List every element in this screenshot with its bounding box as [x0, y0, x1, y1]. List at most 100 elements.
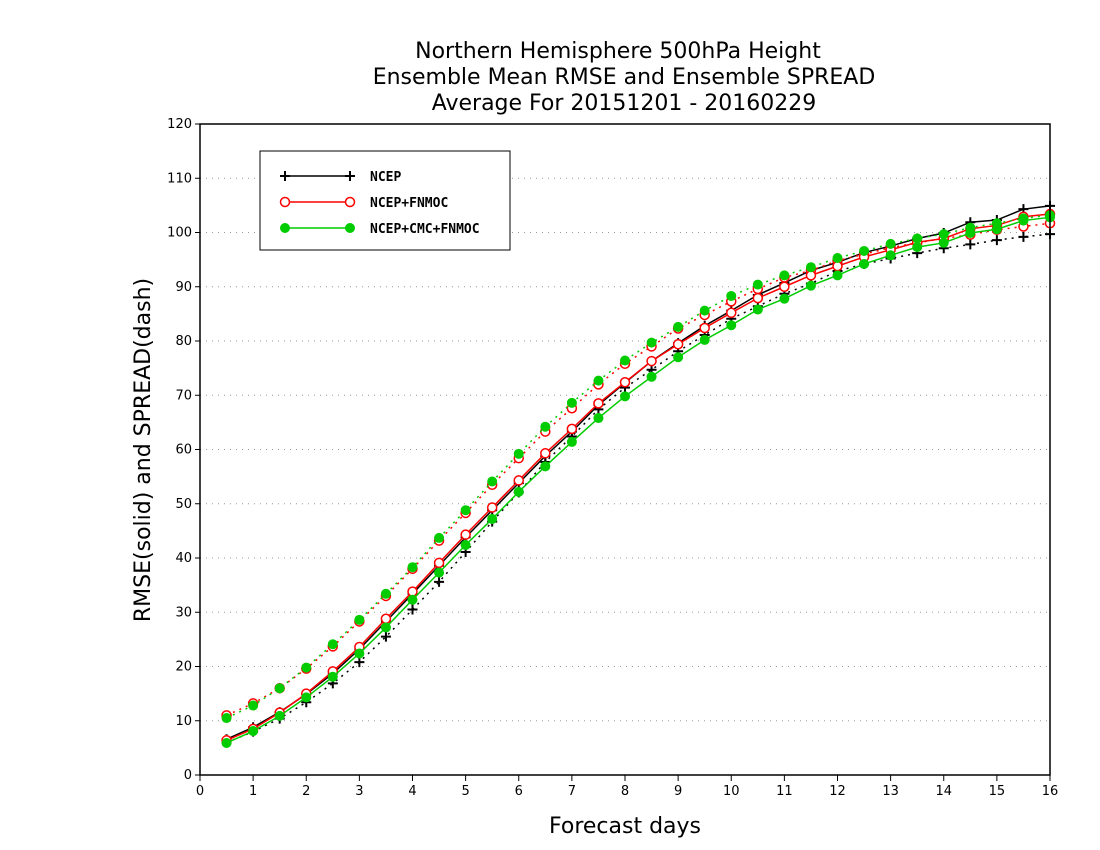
- rmse-point: [991, 224, 1002, 235]
- spread-line: [226, 214, 1051, 719]
- rmse-point: [779, 281, 790, 292]
- spread-point: [566, 397, 577, 408]
- x-tick-label: 3: [355, 784, 363, 799]
- y-tick-label: 10: [175, 714, 192, 729]
- rmse-point: [620, 391, 630, 402]
- rmse-point: [486, 502, 498, 513]
- spread-point: [912, 233, 923, 244]
- spread-point: [646, 337, 657, 348]
- rmse-point: [540, 448, 551, 459]
- legend: NCEP NCEP+FNMOC NCEP+CMC+FNMOC: [259, 150, 511, 251]
- spread-point: [859, 245, 870, 256]
- x-tick-label: 13: [882, 784, 899, 799]
- x-tick-label: 0: [196, 784, 204, 799]
- rmse-point: [912, 242, 923, 253]
- spread-point: [301, 662, 312, 673]
- rmse-point: [354, 648, 365, 659]
- x-tick-label: 16: [1042, 784, 1059, 799]
- spread-point: [1018, 231, 1029, 242]
- rmse-point: [380, 622, 391, 633]
- spread-point: [221, 713, 232, 724]
- rmse-point: [460, 529, 471, 540]
- x-tick-label: 12: [829, 784, 846, 799]
- rmse-point: [566, 436, 577, 447]
- rmse-point: [460, 539, 471, 550]
- legend-marker: [345, 223, 355, 233]
- spread-point: [434, 532, 445, 543]
- spread-point: [327, 639, 338, 650]
- spread-point: [938, 229, 949, 240]
- legend-label: NCEP: [370, 170, 401, 185]
- rmse-point: [752, 292, 764, 304]
- rmse-point: [673, 352, 684, 363]
- rmse-point: [726, 307, 737, 319]
- x-tick-label: 10: [723, 784, 740, 799]
- spread-point: [832, 252, 843, 263]
- rmse-point: [726, 320, 737, 331]
- y-tick-label: 70: [175, 388, 192, 403]
- legend-box: [259, 150, 511, 251]
- legend-label: NCEP+CMC+FNMOC: [370, 222, 480, 237]
- rmse-point: [301, 692, 312, 703]
- rmse-point: [380, 613, 392, 625]
- spread-point: [407, 604, 418, 615]
- spread-line: [226, 222, 1051, 717]
- rmse-point: [540, 461, 551, 472]
- rmse-point: [248, 726, 259, 737]
- rmse-point: [885, 250, 896, 261]
- spread-point: [540, 421, 551, 432]
- spread-point: [699, 305, 710, 316]
- y-tick-label: 80: [175, 334, 192, 349]
- spread-point: [965, 239, 976, 250]
- spread-point: [752, 279, 763, 290]
- rmse-point: [699, 322, 710, 334]
- rmse-point: [1018, 215, 1029, 226]
- rmse-point: [938, 237, 949, 248]
- spread-point: [673, 321, 684, 332]
- rmse-point: [672, 339, 684, 350]
- x-tick-label: 5: [461, 784, 469, 799]
- rmse-line: [226, 216, 1051, 744]
- x-axis-label: Forecast days: [549, 814, 701, 839]
- y-tick-label: 120: [167, 117, 192, 132]
- y-tick-label: 100: [167, 226, 192, 241]
- rmse-point: [832, 270, 843, 281]
- rmse-point: [619, 376, 631, 388]
- spread-point: [805, 262, 816, 273]
- series-ncep-cmc-fnmoc: [221, 210, 1055, 748]
- y-tick-label: 50: [175, 497, 192, 512]
- rmse-point: [859, 258, 870, 269]
- rmse-point: [646, 371, 657, 382]
- x-tick-label: 2: [302, 784, 310, 799]
- chart-title: Northern Hemisphere 500hPa Height Ensemb…: [373, 39, 876, 116]
- rmse-point: [433, 557, 445, 569]
- spread-point: [487, 476, 498, 487]
- legend-marker: [280, 171, 290, 181]
- spread-point: [407, 562, 418, 573]
- y-tick-label: 0: [184, 768, 192, 783]
- x-tick-label: 11: [776, 784, 793, 799]
- legend-entries: NCEP NCEP+FNMOC NCEP+CMC+FNMOC: [279, 170, 480, 237]
- y-tick-label: 110: [167, 171, 192, 186]
- rmse-point: [965, 228, 976, 239]
- x-axis: 0 1 2 3 4 5 6 7 8 9 10 11 12 13 14 15 16: [196, 775, 1058, 799]
- spread-point: [380, 588, 391, 599]
- rmse-point: [593, 398, 604, 409]
- rmse-point: [513, 486, 524, 497]
- rmse-point: [646, 355, 657, 367]
- x-tick-label: 7: [568, 784, 576, 799]
- legend-label: NCEP+FNMOC: [370, 196, 448, 211]
- spread-point: [593, 375, 604, 386]
- spread-point: [354, 614, 365, 625]
- y-axis-label: RMSE(solid) and SPREAD(dash): [131, 278, 156, 622]
- chart-title-line-2: Ensemble Mean RMSE and Ensemble SPREAD: [373, 65, 876, 90]
- y-tick-label: 20: [175, 660, 192, 675]
- spread-point: [885, 238, 896, 249]
- legend-marker: [279, 196, 291, 208]
- spread-point: [434, 576, 445, 587]
- spread-point: [380, 631, 391, 642]
- rmse-point: [779, 293, 790, 304]
- spread-point: [354, 657, 365, 668]
- rmse-point: [699, 334, 710, 345]
